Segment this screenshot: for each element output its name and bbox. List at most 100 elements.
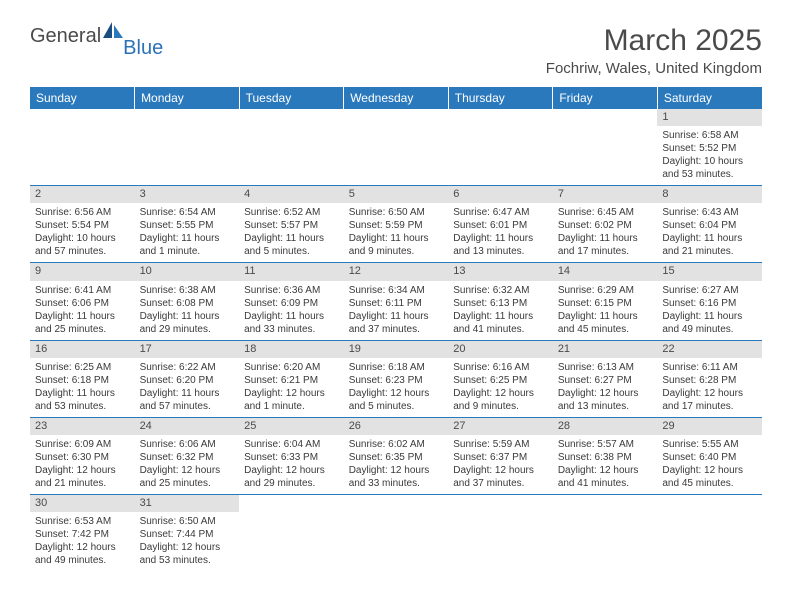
- day-details: Sunrise: 6:20 AMSunset: 6:21 PMDaylight:…: [239, 358, 344, 417]
- weekday-header: Saturday: [657, 87, 762, 109]
- calendar-cell: [657, 494, 762, 571]
- day-number: 29: [657, 418, 762, 435]
- weekday-header: Wednesday: [344, 87, 449, 109]
- day-details: Sunrise: 5:55 AMSunset: 6:40 PMDaylight:…: [657, 435, 762, 494]
- calendar-cell: 31Sunrise: 6:50 AMSunset: 7:44 PMDayligh…: [135, 494, 240, 571]
- day-number: 31: [135, 495, 240, 512]
- day-details: Sunrise: 6:04 AMSunset: 6:33 PMDaylight:…: [239, 435, 344, 494]
- day-number: 26: [344, 418, 449, 435]
- header: General Blue March 2025 Fochriw, Wales, …: [30, 24, 762, 77]
- calendar-row: 23Sunrise: 6:09 AMSunset: 6:30 PMDayligh…: [30, 417, 762, 494]
- day-details: Sunrise: 6:18 AMSunset: 6:23 PMDaylight:…: [344, 358, 449, 417]
- day-details: Sunrise: 6:34 AMSunset: 6:11 PMDaylight:…: [344, 281, 449, 340]
- day-details: Sunrise: 6:11 AMSunset: 6:28 PMDaylight:…: [657, 358, 762, 417]
- calendar-cell: [553, 494, 658, 571]
- calendar-cell: [239, 494, 344, 571]
- calendar-cell: 8Sunrise: 6:43 AMSunset: 6:04 PMDaylight…: [657, 186, 762, 263]
- calendar-cell: 25Sunrise: 6:04 AMSunset: 6:33 PMDayligh…: [239, 417, 344, 494]
- day-details: Sunrise: 6:56 AMSunset: 5:54 PMDaylight:…: [30, 203, 135, 262]
- calendar-cell: 6Sunrise: 6:47 AMSunset: 6:01 PMDaylight…: [448, 186, 553, 263]
- calendar-cell: 16Sunrise: 6:25 AMSunset: 6:18 PMDayligh…: [30, 340, 135, 417]
- calendar-cell: 15Sunrise: 6:27 AMSunset: 6:16 PMDayligh…: [657, 263, 762, 340]
- day-details: Sunrise: 6:27 AMSunset: 6:16 PMDaylight:…: [657, 281, 762, 340]
- day-details: Sunrise: 6:43 AMSunset: 6:04 PMDaylight:…: [657, 203, 762, 262]
- calendar-cell: [344, 494, 449, 571]
- calendar-cell: [30, 109, 135, 186]
- day-number: 19: [344, 341, 449, 358]
- day-number: 12: [344, 263, 449, 280]
- day-number: 15: [657, 263, 762, 280]
- weekday-header: Thursday: [448, 87, 553, 109]
- day-details: Sunrise: 6:22 AMSunset: 6:20 PMDaylight:…: [135, 358, 240, 417]
- day-details: Sunrise: 5:59 AMSunset: 6:37 PMDaylight:…: [448, 435, 553, 494]
- day-number: 24: [135, 418, 240, 435]
- day-number: 5: [344, 186, 449, 203]
- day-details: Sunrise: 6:54 AMSunset: 5:55 PMDaylight:…: [135, 203, 240, 262]
- day-number: 10: [135, 263, 240, 280]
- day-number: 16: [30, 341, 135, 358]
- calendar-cell: 28Sunrise: 5:57 AMSunset: 6:38 PMDayligh…: [553, 417, 658, 494]
- day-details: Sunrise: 5:57 AMSunset: 6:38 PMDaylight:…: [553, 435, 658, 494]
- calendar-cell: 22Sunrise: 6:11 AMSunset: 6:28 PMDayligh…: [657, 340, 762, 417]
- day-number: 4: [239, 186, 344, 203]
- sail-icon: [101, 20, 125, 45]
- day-number: 9: [30, 263, 135, 280]
- day-number: 17: [135, 341, 240, 358]
- calendar-cell: 17Sunrise: 6:22 AMSunset: 6:20 PMDayligh…: [135, 340, 240, 417]
- logo-text-general: General: [30, 25, 101, 48]
- day-number: 14: [553, 263, 658, 280]
- day-details: Sunrise: 6:09 AMSunset: 6:30 PMDaylight:…: [30, 435, 135, 494]
- day-details: Sunrise: 6:52 AMSunset: 5:57 PMDaylight:…: [239, 203, 344, 262]
- day-number: 28: [553, 418, 658, 435]
- calendar-cell: [553, 109, 658, 186]
- calendar-cell: 11Sunrise: 6:36 AMSunset: 6:09 PMDayligh…: [239, 263, 344, 340]
- calendar-cell: 7Sunrise: 6:45 AMSunset: 6:02 PMDaylight…: [553, 186, 658, 263]
- day-number: 20: [448, 341, 553, 358]
- calendar-row: 1Sunrise: 6:58 AMSunset: 5:52 PMDaylight…: [30, 109, 762, 186]
- calendar-cell: 23Sunrise: 6:09 AMSunset: 6:30 PMDayligh…: [30, 417, 135, 494]
- day-details: Sunrise: 6:36 AMSunset: 6:09 PMDaylight:…: [239, 281, 344, 340]
- calendar-cell: 9Sunrise: 6:41 AMSunset: 6:06 PMDaylight…: [30, 263, 135, 340]
- weekday-header: Sunday: [30, 87, 135, 109]
- weekday-header-row: Sunday Monday Tuesday Wednesday Thursday…: [30, 87, 762, 109]
- calendar-cell: 27Sunrise: 5:59 AMSunset: 6:37 PMDayligh…: [448, 417, 553, 494]
- calendar-cell: [135, 109, 240, 186]
- page-title: March 2025: [546, 24, 762, 58]
- calendar-cell: 3Sunrise: 6:54 AMSunset: 5:55 PMDaylight…: [135, 186, 240, 263]
- day-number: 13: [448, 263, 553, 280]
- day-number: 21: [553, 341, 658, 358]
- calendar-cell: 20Sunrise: 6:16 AMSunset: 6:25 PMDayligh…: [448, 340, 553, 417]
- day-number: 27: [448, 418, 553, 435]
- calendar-cell: 21Sunrise: 6:13 AMSunset: 6:27 PMDayligh…: [553, 340, 658, 417]
- calendar-cell: 5Sunrise: 6:50 AMSunset: 5:59 PMDaylight…: [344, 186, 449, 263]
- day-number: 7: [553, 186, 658, 203]
- day-details: Sunrise: 6:29 AMSunset: 6:15 PMDaylight:…: [553, 281, 658, 340]
- day-details: Sunrise: 6:38 AMSunset: 6:08 PMDaylight:…: [135, 281, 240, 340]
- calendar-row: 30Sunrise: 6:53 AMSunset: 7:42 PMDayligh…: [30, 494, 762, 571]
- day-details: Sunrise: 6:50 AMSunset: 7:44 PMDaylight:…: [135, 512, 240, 571]
- calendar-cell: [448, 109, 553, 186]
- calendar-cell: 30Sunrise: 6:53 AMSunset: 7:42 PMDayligh…: [30, 494, 135, 571]
- day-details: Sunrise: 6:13 AMSunset: 6:27 PMDaylight:…: [553, 358, 658, 417]
- title-block: March 2025 Fochriw, Wales, United Kingdo…: [546, 24, 762, 77]
- calendar-cell: 29Sunrise: 5:55 AMSunset: 6:40 PMDayligh…: [657, 417, 762, 494]
- logo: General Blue: [30, 24, 169, 49]
- calendar-cell: 12Sunrise: 6:34 AMSunset: 6:11 PMDayligh…: [344, 263, 449, 340]
- day-number: 18: [239, 341, 344, 358]
- calendar-cell: 26Sunrise: 6:02 AMSunset: 6:35 PMDayligh…: [344, 417, 449, 494]
- day-number: 23: [30, 418, 135, 435]
- calendar-cell: 2Sunrise: 6:56 AMSunset: 5:54 PMDaylight…: [30, 186, 135, 263]
- calendar-cell: 10Sunrise: 6:38 AMSunset: 6:08 PMDayligh…: [135, 263, 240, 340]
- day-number: 22: [657, 341, 762, 358]
- day-number: 25: [239, 418, 344, 435]
- day-details: Sunrise: 6:02 AMSunset: 6:35 PMDaylight:…: [344, 435, 449, 494]
- location-subtitle: Fochriw, Wales, United Kingdom: [546, 60, 762, 77]
- calendar-cell: 13Sunrise: 6:32 AMSunset: 6:13 PMDayligh…: [448, 263, 553, 340]
- calendar-cell: [239, 109, 344, 186]
- day-details: Sunrise: 6:45 AMSunset: 6:02 PMDaylight:…: [553, 203, 658, 262]
- calendar-cell: 4Sunrise: 6:52 AMSunset: 5:57 PMDaylight…: [239, 186, 344, 263]
- weekday-header: Tuesday: [239, 87, 344, 109]
- day-number: 2: [30, 186, 135, 203]
- calendar-table: Sunday Monday Tuesday Wednesday Thursday…: [30, 87, 762, 571]
- weekday-header: Friday: [553, 87, 658, 109]
